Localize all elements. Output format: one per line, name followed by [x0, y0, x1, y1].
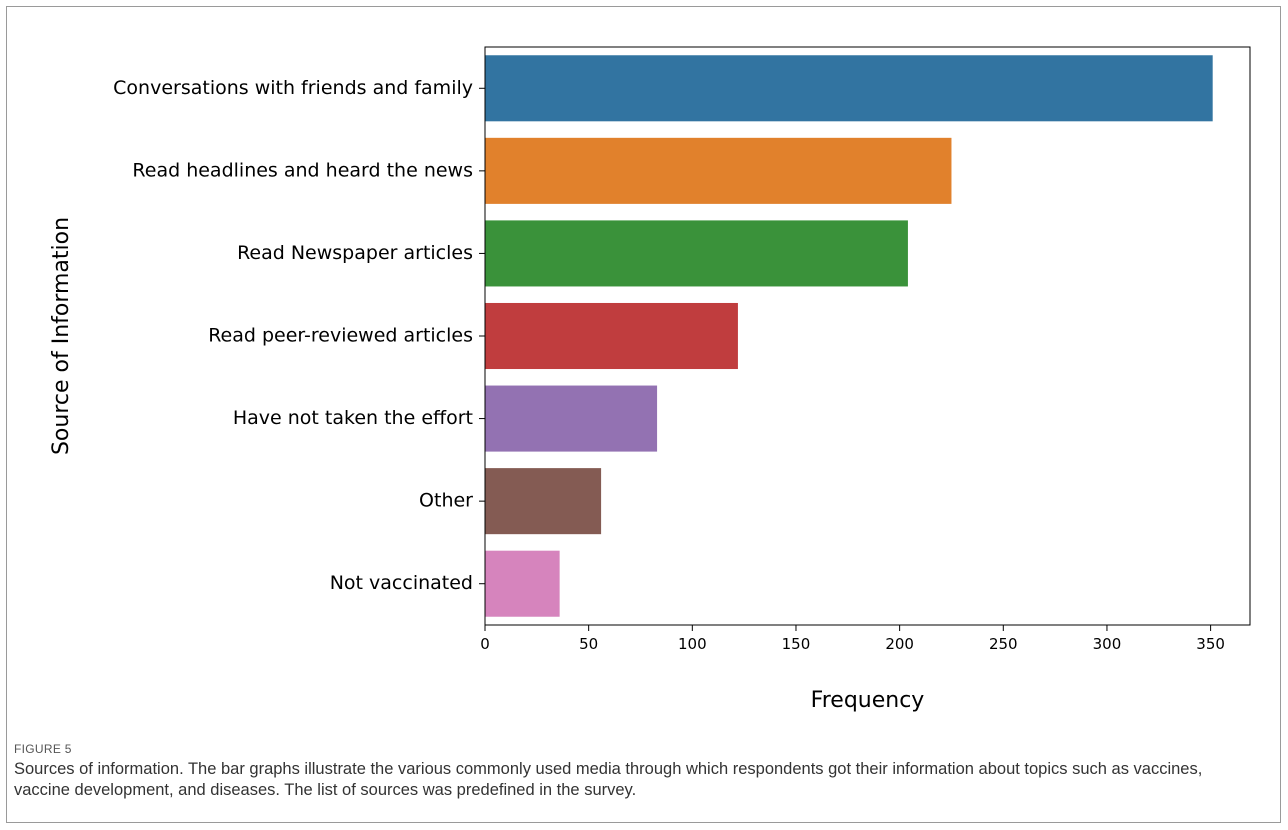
- x-tick-label: 350: [1196, 635, 1225, 653]
- y-axis-label: Source of Information: [49, 217, 74, 455]
- bar-5: [485, 468, 602, 535]
- category-label: Conversations with friends and family: [113, 77, 473, 99]
- bar-6: [485, 550, 560, 617]
- bar-0: [485, 55, 1213, 122]
- figure-caption: Sources of information. The bar graphs i…: [14, 760, 1203, 799]
- x-tick-label: 0: [480, 635, 490, 653]
- x-axis-label: Frequency: [811, 688, 925, 713]
- x-tick-label: 300: [1093, 635, 1122, 653]
- x-tick-label: 250: [989, 635, 1018, 653]
- category-label: Other: [419, 490, 473, 512]
- x-ticks-group: 0 50 100 150 200 250 300 350: [480, 625, 1225, 653]
- y-ticks-group: [479, 87, 485, 585]
- x-tick-label: 100: [678, 635, 707, 653]
- category-label: Not vaccinated: [330, 572, 473, 594]
- bars-group: [485, 55, 1213, 617]
- bar-1: [485, 137, 952, 204]
- x-tick-label: 150: [782, 635, 811, 653]
- plot-area-frame: [484, 46, 1251, 626]
- bar-4: [485, 385, 658, 452]
- x-tick-label: 200: [885, 635, 914, 653]
- figure-number: FIGURE 5: [14, 742, 72, 756]
- category-label: Read peer-reviewed articles: [208, 325, 473, 347]
- x-tick-label: 50: [579, 635, 598, 653]
- category-label: Read Newspaper articles: [237, 242, 473, 264]
- category-label: Have not taken the effort: [233, 407, 473, 429]
- bar-2: [485, 220, 908, 287]
- bar-3: [485, 302, 738, 370]
- category-labels-group: Conversations with friends and family Rea…: [113, 77, 473, 594]
- category-label: Read headlines and heard the news: [132, 159, 473, 181]
- bar-chart: Conversations with friends and family Rea…: [49, 46, 1251, 713]
